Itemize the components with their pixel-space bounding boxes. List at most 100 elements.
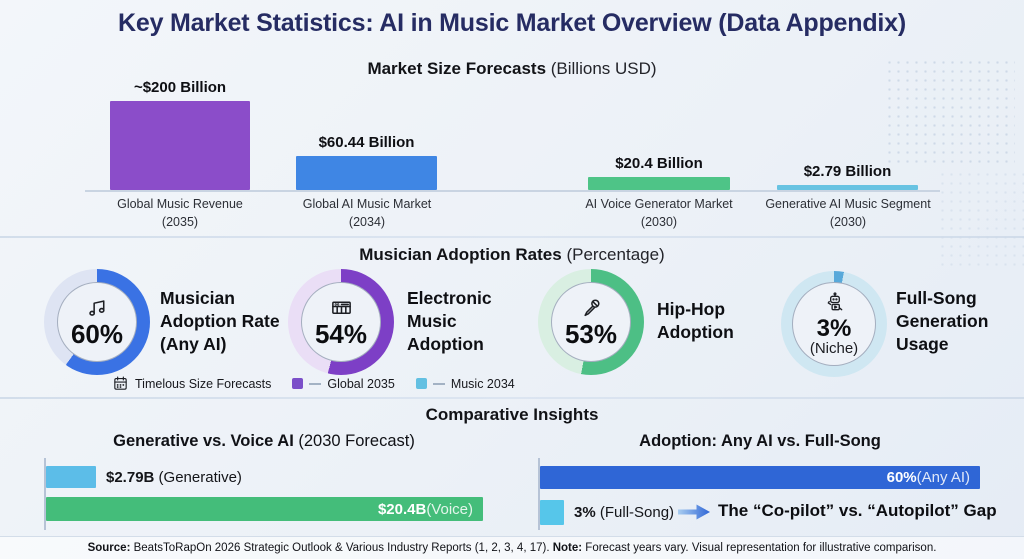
subchart-title-main: Adoption: Any AI vs. Full-Song [639,432,881,450]
hbar-any-ai-label: 60% (Any AI) [540,466,980,489]
legend-dash [432,382,445,385]
bar-global-ai-music-market: $60.44 Billion [296,70,437,190]
subchart-title-suffix: (2030 Forecast) [293,432,415,450]
legend-dash [309,382,322,385]
keyboard-icon [331,301,351,314]
bar-rect [588,177,730,190]
dot-pattern-decoration [885,58,1015,163]
donut-center: 60% [44,269,150,375]
section-heading-comparative-main: Comparative Insights [425,405,599,424]
music-note-icon [88,300,105,316]
hbar-label-value: 60% [886,469,917,486]
donut-hip-hop: 53% [538,269,644,375]
donut-percentage: 53% [564,318,618,349]
right-arrow-icon [678,504,710,520]
bar-rect [777,185,918,190]
donut-electronic-music: 54% [288,269,394,375]
subchart-title-main: Generative vs. Voice AI [113,432,294,450]
hbar-generative-label: $2.79B (Generative) [106,469,242,486]
microphone-icon [583,299,600,316]
bar-rect [110,101,250,190]
section-divider [0,236,1024,238]
footer-text: Source: BeatsToRapOn 2026 Strategic Outl… [88,542,937,554]
donut-center: 3% (Niche) [781,271,887,377]
donut-full-song: 3% (Niche) [781,271,887,377]
bar-category-label: Generative AI Music Segment (2030) [738,196,958,231]
footer-note-label: Note: [552,542,583,554]
bar-value-label: $60.44 Billion [318,134,415,151]
bar-category-label: Global Music Revenue (2035) [70,196,290,231]
footer-source-text: BeatsToRapOn 2026 Strategic Outlook & Va… [130,542,553,554]
donut-musician-adoption: 60% [44,269,150,375]
section-divider [0,397,1024,399]
category-line1: Global AI Music Market [302,197,432,211]
hbar-label-value: 3% [574,504,596,521]
legend-swatch-purple [292,378,304,389]
donut-sub-label: (Niche) [809,339,859,357]
section-heading-adoption: Musician Adoption Rates (Percentage) [0,245,1024,265]
bar-global-music-revenue: ~$200 Billion [110,70,250,190]
bar-value-label: ~$200 Billion [133,79,227,96]
donut-center: 54% [288,269,394,375]
bar-chart-baseline [85,190,940,192]
page-title: Key Market Statistics: AI in Music Marke… [118,9,906,37]
category-line2: (2030) [829,214,867,229]
category-line1: AI Voice Generator Market [585,197,733,211]
donut-label-electronic-music: Electronic Music Adoption [407,288,492,354]
bar-ai-voice-generator-market: $20.4 Billion [588,70,730,190]
right-chart-axis [538,458,540,530]
hbar-voice-label: $20.4B (Voice) [46,497,483,521]
hbar-any-ai: 60% (Any AI) [540,466,980,489]
section-heading-adoption-main: Musician Adoption Rates [359,245,562,264]
legend-label: Music 2034 [450,376,515,391]
legend-item-music-2034: Music 2034 [415,376,515,391]
hbar-label-value: $20.4B [377,500,427,518]
calendar-icon [114,376,127,390]
section-heading-market-size: Market Size Forecasts (Billions USD) [0,59,1024,79]
section-heading-adoption-suffix: (Percentage) [561,245,665,264]
hbar-generative [46,466,96,488]
section-heading-market-size-suffix: (Billions USD) [546,59,657,78]
category-line2: (2035) [161,214,199,229]
bar-value-label: $2.79 Billion [803,163,892,180]
legend-label: Timelous Size Forecasts [135,376,272,391]
gap-callout-text: The “Co-pilot” vs. “Autopilot” Gap [718,501,997,520]
category-line1: Global Music Revenue [117,197,243,211]
adoption-legend: Timelous Size Forecasts Global 2035 Musi… [112,375,527,392]
section-heading-market-size-main: Market Size Forecasts [367,59,547,78]
legend-item-timelous: Timelous Size Forecasts [112,375,271,392]
legend-label: Global 2035 [327,376,395,391]
bar-value-label: $20.4 Billion [615,155,703,172]
hbar-label-category: (Voice) [426,500,473,518]
footer-source-label: Source: [87,542,131,554]
hbar-label-category: (Generative) [154,469,242,486]
footer-source-note: Source: BeatsToRapOn 2026 Strategic Outl… [0,536,1024,559]
donut-label-full-song: Full-Song Generation Usage [896,288,989,354]
donut-center: 53% [538,269,644,375]
category-line2: (2030) [640,214,678,229]
legend-swatch-cyan [415,378,427,389]
hbar-full-song [540,500,564,525]
donut-percentage: 3% [816,314,852,342]
dot-pattern-decoration [938,170,1024,270]
bar-generative-ai-music-segment: $2.79 Billion [777,70,918,190]
footer-note-text: Forecast years vary. Visual representati… [582,542,937,554]
bar-category-label: AI Voice Generator Market (2030) [549,196,769,231]
hbar-voice: $20.4B (Voice) [46,497,483,521]
section-heading-comparative: Comparative Insights [0,405,1024,425]
bar-rect [296,156,437,190]
hbar-full-song-label: 3% (Full-Song) [574,504,674,521]
donut-percentage: 60% [70,318,124,349]
donut-label-hip-hop: Hip-Hop Adoption [657,299,734,342]
donut-percentage: 54% [314,318,368,349]
left-chart-axis [44,458,46,530]
legend-item-global-2035: Global 2035 [292,376,395,391]
category-line1: Generative AI Music Segment [765,197,931,211]
bar-category-label: Global AI Music Market (2034) [257,196,477,231]
subchart-title-generative-vs-voice: Generative vs. Voice AI (2030 Forecast) [8,432,520,451]
hbar-label-value: $2.79B [106,469,155,486]
subchart-title-anyai-vs-fullsong: Adoption: Any AI vs. Full-Song [504,432,1016,451]
category-line2: (2034) [348,214,386,229]
hbar-label-category: (Any AI) [916,469,970,486]
robot-icon [827,291,842,311]
